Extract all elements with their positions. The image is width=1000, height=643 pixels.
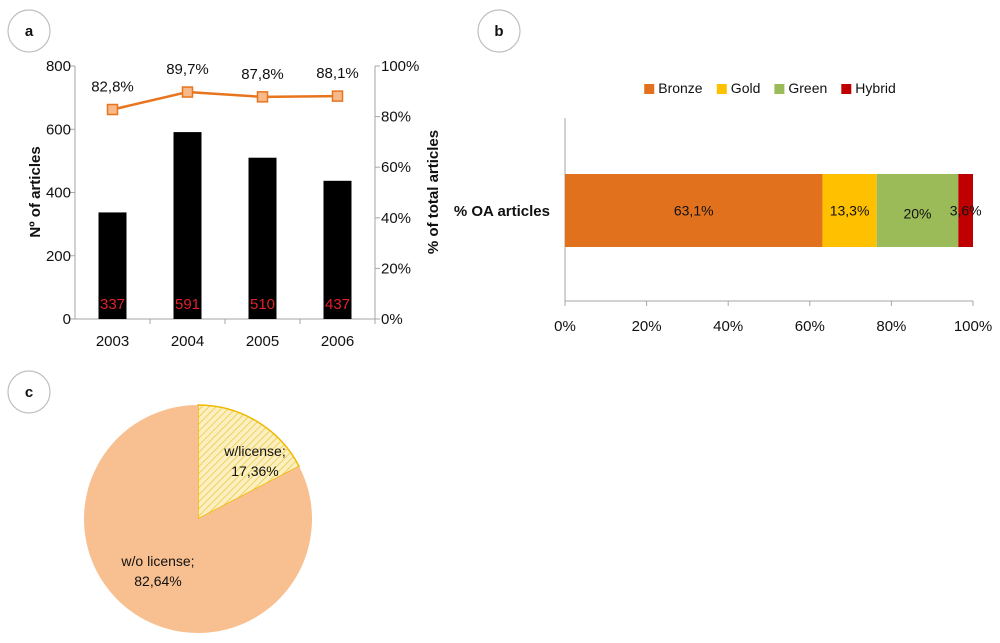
chart-c-license-pie: w/license; 17,36% w/o license; 82,64% — [84, 404, 312, 633]
chart-a-line-path — [112, 90, 338, 111]
chart-b-x-tick-label: 20% — [632, 318, 662, 335]
chart-a-y2-tick-label: 80% — [381, 109, 411, 126]
chart-a-line-value-label: 82,8% — [91, 79, 134, 96]
chart-a-line-marker — [256, 91, 269, 103]
chart-b-segment-gold — [822, 174, 877, 247]
chart-b-legend-item: Hybrid — [841, 80, 896, 96]
chart-a-bars: 337 591 510 437 — [98, 132, 352, 319]
chart-b-legend-swatch — [644, 84, 655, 94]
chart-c-slice-with-license — [197, 404, 301, 521]
chart-b-legend-swatch — [716, 84, 727, 94]
chart-a-bar — [323, 180, 352, 319]
chart-a-line-marker — [331, 90, 344, 102]
chart-a-bar-value-label: 337 — [100, 296, 125, 313]
chart-b-x-tick-label: 80% — [876, 318, 906, 335]
panel-b-letter: b — [494, 23, 503, 40]
chart-b-segment-hybrid — [958, 174, 973, 247]
chart-a-x-tick-label: 2005 — [246, 333, 279, 350]
chart-a-y-axis-title: Nº of articles — [27, 146, 44, 237]
chart-b-legend-label: Gold — [731, 80, 761, 96]
chart-b-segment-label: 13,3% — [830, 203, 870, 219]
chart-a-y-tick-label: 600 — [46, 121, 71, 138]
chart-a-line-marker — [106, 103, 119, 116]
chart-b-legend-item: Bronze — [644, 80, 703, 96]
chart-b-legend-swatch — [841, 84, 852, 94]
chart-b-x-tick-label: 40% — [713, 318, 743, 335]
chart-a-y2-tick-label: 0% — [381, 311, 403, 328]
chart-c-slice-without-license — [84, 405, 312, 633]
chart-a-y2-tick-label: 100% — [381, 58, 419, 75]
chart-a-bar — [248, 157, 277, 319]
chart-a-bar-value-label: 510 — [250, 296, 275, 313]
chart-c-slice-label-value: 82,64% — [134, 573, 181, 589]
chart-a-line-value-label: 89,7% — [166, 61, 209, 78]
chart-a-x-tick-label: 2006 — [321, 333, 354, 350]
chart-b-legend-label: Green — [788, 80, 827, 96]
chart-a-line-marker — [181, 86, 194, 98]
chart-a-y-tick-label: 800 — [46, 58, 71, 75]
chart-a-line-value-label: 88,1% — [316, 65, 359, 82]
chart-b-category-label: % OA articles — [454, 203, 550, 220]
panel-c-badge: c — [7, 370, 51, 414]
panel-b-badge: b — [477, 9, 521, 53]
chart-c-slice-label-name: w/license; — [223, 443, 285, 459]
chart-a-articles-per-year: 0 200 400 600 800 0% 20% 40% 60% 80% 100% 2003 2004 2… — [27, 58, 442, 350]
chart-b-x-tick-label: 0% — [554, 318, 576, 335]
chart-b-legend: Bronze Gold Green Hybrid — [644, 80, 896, 96]
chart-a-y2-tick-label: 40% — [381, 210, 411, 227]
chart-a-y2-tick-label: 20% — [381, 260, 411, 277]
chart-b-x-tick-label: 60% — [795, 318, 825, 335]
chart-c-slice-label-value: 17,36% — [231, 463, 278, 479]
chart-b-legend-label: Bronze — [658, 80, 703, 96]
chart-a-y2-tick-label: 60% — [381, 159, 411, 176]
chart-b-oa-types: Bronze Gold Green Hybrid 0% 20% 40% 60% 80% 100%… — [454, 80, 992, 335]
chart-a-line-value-label: 87,8% — [241, 66, 284, 83]
chart-c-slice-label-name: w/o license; — [120, 553, 194, 569]
chart-a-bar-value-label: 591 — [175, 296, 200, 313]
chart-b-segment-bronze — [565, 174, 823, 247]
chart-a-y-tick-label: 400 — [46, 185, 71, 202]
chart-a-bar — [98, 212, 127, 319]
chart-b-segment-label: 63,1% — [674, 203, 714, 219]
chart-b-stacked-bar: 63,1% 13,3% 20% 3,6% — [565, 174, 982, 247]
chart-b-legend-item: Green — [774, 80, 827, 96]
chart-a-x-tick-label: 2004 — [171, 333, 204, 350]
panel-a-letter: a — [25, 23, 34, 40]
chart-a-bar-value-label: 437 — [325, 296, 350, 313]
panel-c-letter: c — [25, 384, 33, 401]
chart-a-percentage-line: 82,8% 89,7% 87,8% 88,1% — [91, 61, 359, 116]
chart-b-segment-label: 20% — [903, 206, 931, 222]
chart-b-legend-swatch — [774, 84, 785, 94]
chart-a-y-tick-label: 0 — [63, 311, 71, 328]
panel-a-badge: a — [7, 9, 51, 53]
chart-b-legend-item: Gold — [716, 80, 761, 96]
chart-a-y-tick-label: 200 — [46, 248, 71, 265]
chart-b-segment-label: 3,6% — [950, 203, 982, 219]
chart-b-x-tick-label: 100% — [954, 318, 992, 335]
chart-a-bar — [173, 132, 202, 319]
chart-a-y2-axis-title: % of total articles — [425, 130, 442, 254]
chart-b-segment-green — [876, 174, 959, 247]
chart-a-x-tick-label: 2003 — [96, 333, 129, 350]
chart-b-axes: 0% 20% 40% 60% 80% 100% — [554, 118, 992, 335]
chart-b-legend-label: Hybrid — [855, 80, 895, 96]
